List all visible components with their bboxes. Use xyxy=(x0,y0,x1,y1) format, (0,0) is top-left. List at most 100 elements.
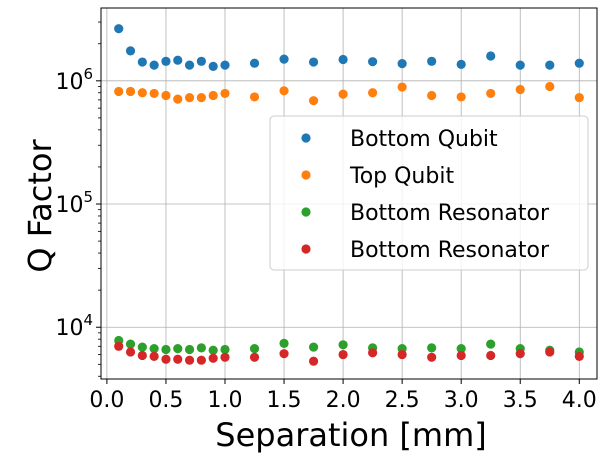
y-tick-label-base: 10 xyxy=(55,70,83,95)
data-point-series-3 xyxy=(308,342,319,352)
data-point-series-3 xyxy=(125,339,136,349)
data-point-series-4 xyxy=(397,349,407,360)
y-tick-label-base: 10 xyxy=(55,193,83,218)
data-point-series-4 xyxy=(249,352,260,362)
data-point-series-1 xyxy=(545,60,555,70)
data-point-series-4 xyxy=(161,354,171,364)
y-axis-label: Q Factor xyxy=(21,139,59,273)
data-point-series-1 xyxy=(196,56,206,66)
data-point-series-1 xyxy=(368,57,378,67)
data-point-series-3 xyxy=(208,345,218,355)
x-tick-label: 0.0 xyxy=(89,388,124,413)
data-point-series-3 xyxy=(486,339,496,349)
data-point-series-3 xyxy=(456,344,466,354)
data-point-series-2 xyxy=(149,88,159,99)
y-tick-label-exponent: 5 xyxy=(83,188,93,206)
data-point-series-2 xyxy=(196,93,206,103)
x-axis-label: Separation [mm] xyxy=(215,416,486,454)
data-point-series-4 xyxy=(173,354,183,364)
data-point-series-4 xyxy=(220,352,230,362)
data-point-series-1 xyxy=(114,24,124,34)
data-point-series-2 xyxy=(161,90,171,101)
data-point-series-1 xyxy=(515,60,525,70)
data-point-series-4 xyxy=(279,349,289,359)
data-point-series-1 xyxy=(574,58,584,68)
data-point-series-2 xyxy=(184,93,195,103)
data-point-series-3 xyxy=(149,344,159,354)
data-point-series-4 xyxy=(456,350,466,361)
x-tick-label: 1.5 xyxy=(267,388,302,413)
data-point-series-1 xyxy=(338,54,348,65)
data-points xyxy=(114,24,584,366)
data-point-series-4 xyxy=(308,356,319,366)
data-point-series-1 xyxy=(184,60,195,70)
data-point-series-3 xyxy=(137,342,147,352)
data-point-series-4 xyxy=(208,353,218,363)
data-point-series-2 xyxy=(486,88,496,99)
legend-marker xyxy=(301,133,311,143)
data-point-series-3 xyxy=(173,344,183,354)
data-point-series-3 xyxy=(427,343,437,353)
data-point-series-2 xyxy=(220,88,230,99)
x-tick-label: 2.5 xyxy=(385,388,420,413)
y-tick-label-base: 10 xyxy=(55,316,83,341)
data-point-series-1 xyxy=(149,60,159,70)
legend-marker xyxy=(301,244,311,254)
legend-box xyxy=(269,115,589,271)
data-point-series-4 xyxy=(125,347,136,357)
data-point-series-2 xyxy=(249,92,260,102)
data-point-series-3 xyxy=(279,338,289,348)
data-point-series-2 xyxy=(173,94,183,104)
data-point-series-1 xyxy=(486,51,496,61)
data-point-series-1 xyxy=(397,58,407,69)
x-tick-label: 0.5 xyxy=(148,388,183,413)
data-point-series-2 xyxy=(114,86,124,97)
x-axis-ticks: 0.0 0.5 1.0 1.5 2.0 2.5 3.0 3.5 4.0 xyxy=(89,379,597,413)
y-tick-label: 105 xyxy=(55,188,93,218)
plot-frame xyxy=(100,7,598,380)
data-point-series-4 xyxy=(545,347,555,357)
data-point-series-4 xyxy=(427,352,437,362)
legend-label: Bottom Qubit xyxy=(350,127,498,152)
x-tick-label: 4.0 xyxy=(562,388,597,413)
data-point-series-4 xyxy=(338,349,348,360)
data-point-series-1 xyxy=(208,61,218,71)
data-point-series-2 xyxy=(338,89,348,99)
x-tick-label: 1.0 xyxy=(208,388,243,413)
data-point-series-2 xyxy=(368,88,378,98)
data-point-series-3 xyxy=(338,340,348,350)
data-point-series-2 xyxy=(397,82,407,92)
data-point-series-1 xyxy=(125,46,136,56)
data-point-series-1 xyxy=(427,56,437,66)
data-point-series-4 xyxy=(114,341,124,351)
data-point-series-3 xyxy=(161,344,171,355)
y-tick-label-exponent: 4 xyxy=(83,311,93,329)
data-point-series-1 xyxy=(161,56,171,66)
data-point-series-3 xyxy=(184,344,195,355)
legend: Bottom Qubit Top Qubit Bottom Resonator Bot… xyxy=(269,115,589,271)
x-tick-label: 3.5 xyxy=(503,388,538,413)
data-point-series-2 xyxy=(456,92,466,102)
legend-marker xyxy=(301,207,311,217)
data-point-series-3 xyxy=(196,343,206,353)
data-point-series-1 xyxy=(137,57,147,67)
legend-label: Bottom Resonator xyxy=(350,238,550,263)
data-point-series-4 xyxy=(368,348,378,358)
data-point-series-1 xyxy=(308,57,319,67)
data-point-series-2 xyxy=(125,86,136,97)
data-point-series-1 xyxy=(249,58,260,68)
x-tick-label: 3.0 xyxy=(444,388,479,413)
data-point-series-1 xyxy=(456,59,466,69)
data-point-series-4 xyxy=(184,355,195,365)
x-tick-label: 2.0 xyxy=(326,388,361,413)
data-point-series-3 xyxy=(220,344,230,355)
data-point-series-2 xyxy=(574,93,584,103)
data-point-series-4 xyxy=(196,355,206,365)
y-tick-label: 104 xyxy=(55,311,93,341)
legend-marker xyxy=(301,170,311,180)
data-point-series-2 xyxy=(279,86,289,96)
data-point-series-4 xyxy=(486,350,496,361)
data-point-series-2 xyxy=(545,81,555,92)
